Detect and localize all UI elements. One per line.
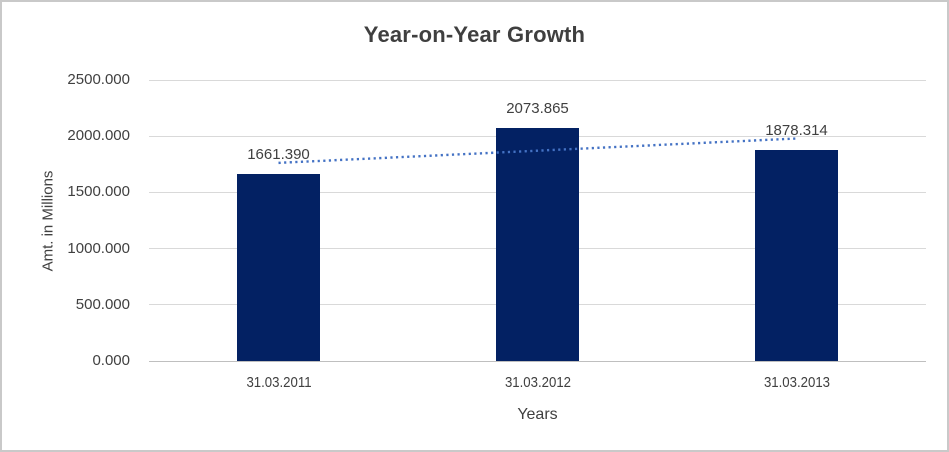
y-axis-tick-label: 500.000	[75, 295, 130, 313]
y-axis-tick-label: 1000.000	[67, 239, 130, 257]
bar-data-label: 2073.865	[506, 99, 569, 117]
y-axis-tick-label: 0.000	[92, 352, 130, 369]
x-axis-title: Years	[517, 406, 558, 423]
gridline	[149, 79, 926, 81]
trendline	[278, 137, 797, 165]
x-axis-tick-label: 31.03.2013	[763, 374, 830, 391]
bar	[496, 127, 579, 361]
x-axis-line	[149, 360, 926, 362]
chart-title: Year-on-Year Growth	[363, 22, 586, 47]
bar-data-label: 1661.390	[247, 146, 310, 164]
x-axis-tick-label: 31.03.2012	[504, 374, 571, 391]
y-axis-tick-label: 1500.000	[67, 183, 130, 201]
bar	[237, 174, 320, 361]
x-axis-tick-label: 31.03.2011	[245, 374, 312, 391]
trendline-layer	[278, 137, 797, 165]
bar	[755, 149, 838, 361]
y-axis-tick-label: 2500.000	[67, 71, 130, 88]
y-axis-tick-label: 2000.000	[67, 127, 130, 145]
bar-data-label: 1878.314	[765, 121, 828, 139]
